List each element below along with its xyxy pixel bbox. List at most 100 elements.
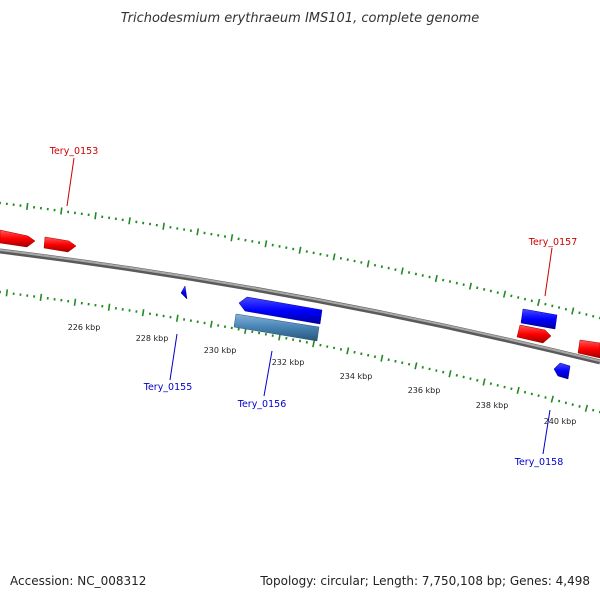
- scale-label-228: 228 kbp: [136, 334, 169, 343]
- inner-minor-tick: [353, 350, 356, 354]
- outer-tick-row: [0, 201, 600, 320]
- outer-minor-tick: [510, 294, 513, 298]
- outer-major-tick: [162, 222, 165, 230]
- gene-labels: Tery_0153 Tery_0155 Tery_0156 Tery_0157 …: [49, 146, 578, 468]
- outer-minor-tick: [462, 283, 465, 286]
- outer-minor-tick: [278, 245, 281, 248]
- gene-label-tery-0158[interactable]: Tery_0158: [514, 457, 564, 468]
- inner-minor-tick: [469, 377, 472, 380]
- outer-minor-tick: [496, 291, 499, 294]
- gene-label-tery-0156[interactable]: Tery_0156: [237, 399, 287, 410]
- inner-minor-tick: [462, 375, 465, 379]
- forward-genes: [0, 229, 600, 359]
- inner-minor-tick: [203, 321, 206, 325]
- outer-minor-tick: [523, 297, 527, 301]
- scale-label-232: 232 kbp: [272, 358, 305, 367]
- outer-minor-tick: [326, 254, 329, 257]
- inner-minor-tick: [578, 405, 581, 408]
- outer-minor-tick: [428, 275, 431, 279]
- leader-tery-0158: [542, 409, 551, 455]
- inner-minor-tick: [592, 408, 595, 412]
- inner-minor-tick: [387, 358, 390, 362]
- inner-minor-tick: [305, 341, 308, 344]
- inner-minor-tick: [489, 382, 493, 386]
- scale-label-236: 236 kbp: [408, 386, 441, 395]
- inner-major-tick: [5, 289, 9, 297]
- inner-minor-tick: [503, 385, 506, 389]
- gene-label-tery-0157[interactable]: Tery_0157: [528, 237, 578, 248]
- inner-major-tick: [448, 370, 452, 378]
- scale-label-240: 240 kbp: [544, 417, 577, 426]
- outer-minor-tick: [482, 287, 486, 291]
- inner-major-tick: [107, 303, 111, 311]
- outer-major-tick: [26, 202, 29, 211]
- outer-minor-tick: [557, 306, 561, 309]
- inner-minor-tick: [394, 359, 397, 363]
- outer-major-tick: [434, 274, 438, 283]
- outer-major-tick: [128, 217, 131, 225]
- scale-label-234: 234 kbp: [340, 372, 373, 381]
- inner-minor-tick: [510, 387, 513, 391]
- outer-major-tick: [230, 234, 234, 242]
- leader-tery-0156: [263, 350, 273, 397]
- inner-tick-row: [0, 289, 600, 414]
- outer-major-tick: [196, 228, 200, 236]
- cds-feature-tery-0156[interactable]: [233, 313, 320, 342]
- inner-minor-tick: [476, 378, 479, 382]
- outer-minor-tick: [489, 289, 493, 293]
- gene-arrow-tery-0158[interactable]: [553, 362, 571, 380]
- leader-tery-0155: [169, 333, 178, 381]
- inner-minor-tick: [407, 362, 411, 366]
- outer-minor-tick: [312, 251, 315, 255]
- inner-major-tick: [175, 314, 179, 322]
- leader-tery-0157: [544, 247, 553, 297]
- gene-arrow-tery-0159[interactable]: [577, 339, 600, 359]
- outer-major-tick: [468, 282, 472, 290]
- inner-major-tick: [380, 354, 384, 362]
- gene-arrow-tery-0152[interactable]: [0, 229, 36, 248]
- gene-arrow-tery-0155[interactable]: [180, 285, 188, 300]
- outer-major-tick: [537, 298, 541, 307]
- inner-major-tick: [482, 378, 486, 386]
- gene-arrow-tery-0153[interactable]: [43, 236, 77, 253]
- inner-minor-tick: [435, 369, 438, 372]
- outer-major-tick: [571, 307, 575, 315]
- inner-minor-tick: [237, 327, 240, 331]
- inner-minor-tick: [339, 348, 343, 351]
- accession-text: Accession: NC_008312: [10, 574, 146, 588]
- outer-major-tick: [332, 253, 336, 261]
- inner-minor-tick: [428, 367, 431, 371]
- gene-label-tery-0153[interactable]: Tery_0153: [49, 146, 99, 157]
- outer-minor-tick: [319, 252, 322, 256]
- inner-minor-tick: [530, 392, 533, 396]
- outer-minor-tick: [544, 302, 547, 306]
- inner-major-tick: [312, 340, 316, 348]
- reverse-genes: [180, 285, 571, 380]
- inner-major-tick: [414, 362, 418, 370]
- outer-minor-tick: [353, 259, 356, 263]
- inner-major-tick: [39, 293, 43, 302]
- inner-major-tick: [141, 309, 145, 317]
- inner-minor-tick: [367, 353, 370, 357]
- inner-minor-tick: [557, 399, 561, 403]
- inner-minor-tick: [285, 336, 288, 340]
- outer-minor-tick: [387, 266, 390, 270]
- gene-arrow-tery-0157[interactable]: [516, 324, 552, 344]
- gene-arrow-tery-0156[interactable]: [238, 296, 323, 325]
- scale-label-226: 226 kbp: [68, 323, 101, 332]
- inner-minor-tick: [360, 352, 363, 356]
- outer-major-tick: [94, 212, 97, 220]
- inner-minor-tick: [442, 370, 445, 374]
- genome-backbone-highlight: [0, 249, 600, 362]
- inner-minor-tick: [496, 383, 499, 387]
- outer-minor-tick: [592, 314, 595, 318]
- inner-minor-tick: [455, 373, 458, 377]
- scale-label-230: 230 kbp: [204, 346, 237, 355]
- map-title: Trichodesmium erythraeum IMS101, complet…: [121, 11, 480, 26]
- gene-label-tery-0155[interactable]: Tery_0155: [143, 382, 193, 393]
- inner-major-tick: [584, 404, 589, 412]
- inner-minor-tick: [373, 355, 377, 359]
- outer-minor-tick: [585, 313, 588, 316]
- gene-arrow-tery-0157-reverse[interactable]: [520, 308, 558, 330]
